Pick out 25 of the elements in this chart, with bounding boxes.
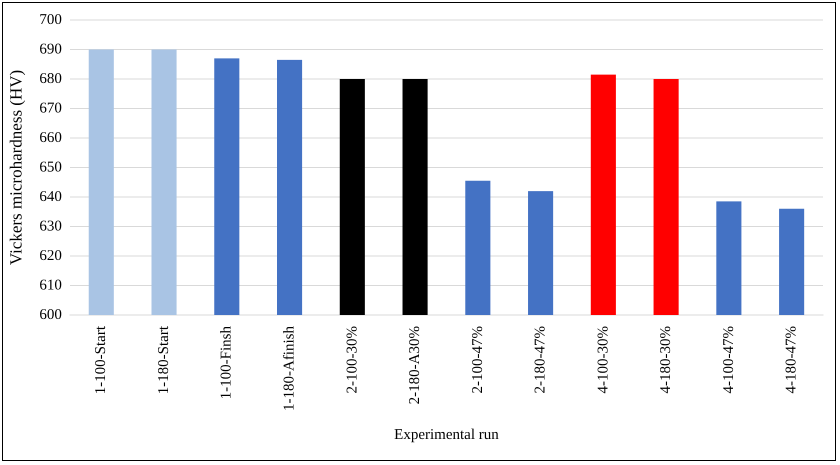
y-tick-label: 610: [39, 277, 62, 294]
y-tick-label: 660: [39, 130, 62, 146]
y-tick-label: 700: [39, 12, 62, 28]
y-tick-label: 680: [39, 70, 62, 87]
x-tick-label: 4-180-30%: [658, 326, 674, 394]
x-tick-label: 2-100-47%: [470, 326, 486, 394]
x-tick-label: 1-180-Afinish: [281, 326, 298, 412]
y-tick-label: 650: [39, 159, 62, 176]
x-tick-label: 2-180-47%: [532, 326, 549, 394]
y-tick-label: 640: [39, 188, 62, 205]
y-tick-label: 670: [39, 100, 62, 116]
y-axis-title: Vickers microhardness (HV): [6, 70, 26, 266]
x-tick-label: 4-100-47%: [720, 326, 737, 394]
x-tick-label: 2-180-A30%: [407, 326, 424, 404]
y-tick-label: 690: [39, 41, 62, 58]
y-tick-label: 620: [39, 248, 62, 264]
x-tick-label: 1-180-Start: [156, 325, 172, 394]
x-tick-label: 4-180-47%: [784, 326, 800, 394]
x-tick-label: 2-100-30%: [344, 326, 360, 394]
x-tick-label: 4-100-30%: [595, 326, 612, 394]
x-tick-label: 1-100-Start: [93, 325, 110, 394]
y-tick-label: 600: [39, 306, 62, 323]
x-axis-title: Experimental run: [394, 426, 500, 443]
y-tick-label: 630: [39, 218, 62, 234]
x-tick-label: 1-100-Finsh: [218, 326, 235, 400]
